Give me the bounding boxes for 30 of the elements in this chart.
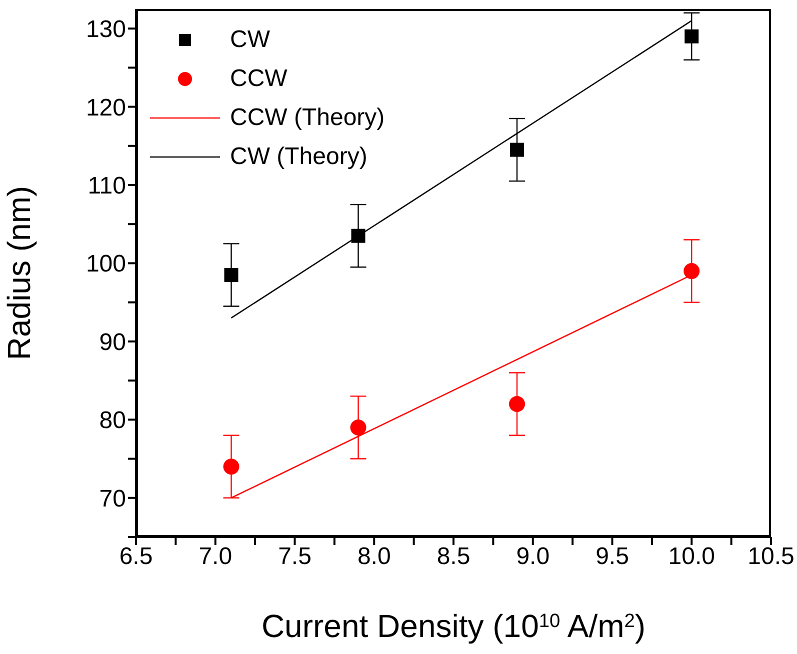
x-tick-label: 10.0: [668, 543, 715, 570]
x-axis-title: Current Density (10$^{10}$ A/m$^{2}$): [261, 608, 646, 644]
point: [684, 29, 699, 44]
y-tick-label: 70: [99, 485, 126, 512]
x-tick-label: 7.5: [278, 543, 312, 570]
x-tick-label: 9.0: [516, 543, 550, 570]
y-tick-label: 120: [86, 94, 126, 122]
point: [510, 142, 524, 157]
x-tick-label: 8.0: [357, 543, 391, 570]
y-tick-label: 90: [99, 328, 126, 356]
y-tick-label: 130: [86, 16, 126, 44]
y-axis-title: Radius (nm): [1, 186, 37, 360]
y-tick-label: 80: [99, 407, 126, 434]
legend-label: CW: [230, 25, 270, 55]
point: [684, 263, 700, 280]
point: [509, 396, 525, 412]
legend-label: CCW (Theory): [230, 103, 385, 133]
point: [351, 228, 366, 243]
x-tick-label: 10.5: [748, 543, 794, 570]
x-tick-label: 9.5: [596, 543, 629, 570]
x-tick-label: 6.5: [119, 543, 153, 570]
legend-label: CW (Theory): [230, 142, 368, 172]
legend-label: CCW: [230, 64, 288, 94]
x-tick-label: 7.0: [198, 543, 232, 570]
y-tick-label: 100: [86, 250, 126, 278]
point: [224, 268, 238, 282]
x-tick-label: 8.5: [436, 543, 470, 570]
y-tick-label: 110: [88, 172, 126, 200]
point: [350, 419, 366, 436]
point: [223, 458, 240, 475]
